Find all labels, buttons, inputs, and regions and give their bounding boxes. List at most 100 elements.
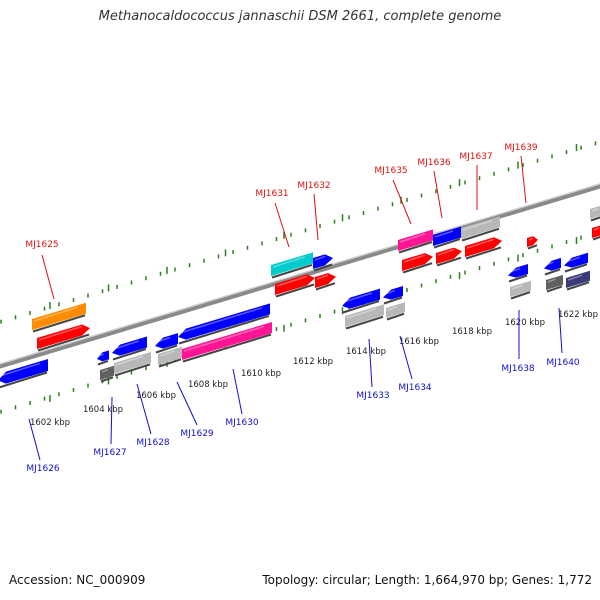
forward-gene-leader: [274, 202, 290, 248]
gene-feature-shadow: [590, 216, 600, 222]
forward-gene-label: MJ1625: [25, 240, 58, 250]
reverse-gene-leader: [368, 338, 373, 388]
gene-feature-highlight: [511, 284, 524, 290]
forward-gene-leader: [41, 254, 55, 300]
gene-feature: [564, 252, 588, 268]
gene-feature-shadow: [315, 282, 336, 291]
gene-feature-highlight: [276, 275, 308, 287]
gene-feature-shadow: [37, 333, 90, 352]
ruler-label: 1602 kbp: [30, 418, 70, 428]
genome-summary: Topology: circular; Length: 1,664,970 bp…: [262, 573, 592, 587]
gene-feature-shadow: [32, 314, 86, 333]
gene-feature: [0, 359, 48, 384]
gene-feature: [155, 333, 178, 349]
gene-feature-shadow: [112, 348, 147, 361]
gene-feature-highlight: [545, 261, 554, 266]
gene-feature-shadow: [0, 371, 48, 389]
gene-feature-highlight: [403, 254, 426, 263]
forward-gene-label: MJ1639: [504, 143, 538, 153]
gene-feature: [178, 303, 270, 340]
gene-feature-highlight: [156, 336, 171, 343]
gene-feature-highlight: [509, 267, 521, 273]
gene-feature: [527, 236, 538, 247]
reverse-gene-leader: [110, 396, 113, 445]
gene-feature: [402, 253, 433, 271]
gene-feature-highlight: [466, 238, 495, 249]
gene-feature-shadow: [433, 238, 461, 249]
gene-feature-shadow: [544, 268, 561, 276]
gene-feature-shadow: [158, 358, 182, 368]
gene-feature: [315, 273, 336, 288]
gene-feature: [37, 324, 90, 349]
gene-feature-highlight: [179, 307, 263, 334]
forward-gene-leader: [520, 155, 527, 204]
gene-feature-highlight: [113, 340, 140, 350]
gene-feature-highlight: [316, 274, 329, 280]
gene-feature: [436, 247, 462, 264]
gene-feature-shadow: [100, 376, 114, 383]
ruler-label: 1614 kbp: [346, 347, 386, 357]
forward-gene-label: MJ1636: [417, 158, 451, 168]
gene-feature-highlight: [565, 256, 581, 263]
gene-feature-highlight: [384, 289, 396, 295]
gene-feature-shadow: [275, 283, 315, 298]
ruler-label: 1620 kbp: [505, 318, 545, 328]
gene-feature-shadow: [566, 281, 590, 291]
gene-feature-highlight: [115, 355, 144, 366]
reverse-gene-leader: [28, 418, 41, 461]
gene-feature-highlight: [346, 307, 377, 319]
gene-feature: [544, 257, 561, 271]
gene-feature-shadow: [182, 333, 272, 363]
reverse-gene-leader: [558, 307, 563, 354]
ruler-label: 1608 kbp: [188, 380, 228, 390]
gene-feature-shadow: [383, 296, 403, 305]
gene-feature: [182, 322, 272, 360]
gene-feature: [100, 365, 114, 380]
gene-feature-highlight: [434, 230, 454, 238]
gene-feature-highlight: [528, 237, 534, 241]
forward-gene-label: MJ1635: [374, 166, 407, 176]
gene-feature-shadow: [178, 314, 270, 345]
reverse-gene-leader: [136, 383, 152, 435]
gene-feature-shadow: [510, 291, 531, 300]
gene-feature: [592, 225, 600, 238]
gene-feature: [97, 350, 109, 362]
gene-feature: [112, 336, 147, 356]
gene-feature-shadow: [398, 241, 433, 254]
gene-feature-highlight: [159, 350, 175, 357]
gene-feature: [508, 264, 528, 278]
gene-feature-shadow: [345, 315, 384, 330]
gene-feature-highlight: [593, 227, 600, 231]
gene-feature-shadow: [271, 263, 313, 279]
gene-feature-highlight: [38, 325, 83, 341]
gene-feature: [461, 216, 500, 239]
gene-feature-shadow: [461, 227, 500, 242]
gene-feature-shadow: [564, 263, 588, 273]
ruler-label: 1618 kbp: [452, 327, 492, 337]
ruler-label: 1604 kbp: [83, 405, 123, 415]
gene-feature-highlight: [547, 278, 556, 283]
ruler-label: 1606 kbp: [136, 391, 176, 401]
reverse-gene-label: MJ1633: [356, 391, 389, 401]
gene-feature-shadow: [592, 235, 600, 241]
gene-feature: [275, 274, 315, 295]
genome-backbone-highlight: [0, 183, 600, 365]
forward-gene-leader: [433, 170, 443, 219]
ruler-label: 1616 kbp: [399, 337, 439, 347]
gene-feature-highlight: [387, 305, 398, 311]
gene-feature: [433, 226, 461, 246]
gene-feature: [271, 252, 313, 276]
gene-feature-shadow: [155, 344, 178, 354]
gene-feature: [313, 254, 333, 269]
gene-feature: [465, 237, 502, 257]
reverse-gene-label: MJ1626: [26, 464, 60, 474]
gene-feature-highlight: [399, 233, 426, 243]
forward-gene-leader: [392, 179, 412, 225]
ruler-label: 1612 kbp: [293, 357, 333, 367]
reverse-gene-leader: [176, 381, 198, 426]
gene-feature-highlight: [98, 353, 104, 357]
forward-gene-leader: [313, 193, 319, 241]
gene-feature-highlight: [437, 248, 455, 256]
